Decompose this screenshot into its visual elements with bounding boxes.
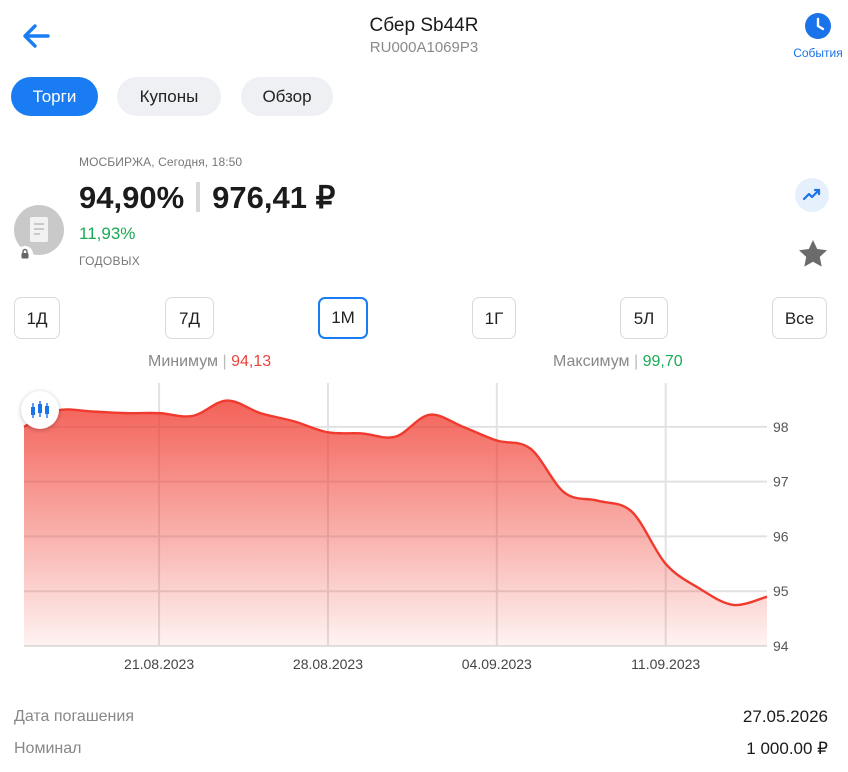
x-tick-label: 28.08.2023 (293, 656, 363, 672)
tab-trading[interactable]: Торги (11, 77, 98, 116)
page-title: Сбер Sb44R (369, 15, 479, 36)
max-value: 99,70 (642, 353, 683, 370)
price-percent: 94,90% (79, 180, 185, 215)
document-icon (30, 217, 48, 242)
y-tick-label: 98 (773, 419, 789, 435)
nominal-value: 1 000.00 ₽ (746, 739, 828, 758)
max-label: Максимум (553, 353, 630, 370)
exchange-timestamp: МОСБИРЖА, Сегодня, 18:50 (79, 155, 243, 169)
clock-icon (804, 12, 832, 40)
period-all[interactable]: Все (772, 297, 827, 339)
y-tick-label: 97 (773, 474, 789, 490)
series-line (23, 399, 768, 607)
period-5y[interactable]: 5Л (620, 297, 668, 339)
candlestick-icon (31, 401, 49, 418)
yield-value: 11,93% (79, 224, 136, 243)
y-tick-label: 96 (773, 528, 789, 544)
tab-coupons[interactable]: Купоны (117, 77, 221, 116)
period-1d[interactable]: 1Д (14, 297, 60, 339)
series-area (24, 400, 767, 646)
yield-label: ГОДОВЫХ (79, 254, 141, 268)
x-tick-label: 21.08.2023 (124, 656, 194, 672)
events-button[interactable]: События (788, 12, 848, 60)
period-1m[interactable]: 1М (318, 297, 368, 339)
price-divider (196, 182, 201, 212)
maturity-date-value: 27.05.2026 (742, 707, 828, 726)
period-1y[interactable]: 1Г (472, 297, 516, 339)
min-stat: Минимум | 94,13 (148, 353, 272, 370)
y-tick-label: 94 (773, 638, 789, 654)
candlestick-toggle[interactable] (21, 391, 59, 429)
min-label: Минимум (148, 353, 219, 370)
y-tick-label: 95 (773, 583, 789, 599)
trending-up-icon (802, 188, 821, 201)
min-value: 94,13 (231, 353, 272, 370)
period-7d[interactable]: 7Д (165, 297, 214, 339)
price-display: 94,90% 976,41 ₽ (79, 180, 335, 216)
isin-code: RU000A1069P3 (369, 39, 479, 56)
arrow-left-icon (23, 24, 50, 48)
maturity-date-label: Дата погашения (14, 708, 134, 725)
favorite-button[interactable] (797, 238, 829, 270)
x-tick-label: 04.09.2023 (462, 656, 532, 672)
events-label: События (793, 46, 843, 60)
price-rub: 976,41 ₽ (212, 180, 336, 215)
nominal-label: Номинал (14, 740, 82, 757)
trend-button[interactable] (795, 178, 829, 212)
lock-icon (17, 246, 33, 262)
back-button[interactable] (18, 18, 54, 54)
x-tick-label: 11.09.2023 (631, 656, 700, 672)
price-chart[interactable]: 98 97 96 95 94 21.08.2023 28.08.2023 04.09.2023… (0, 375, 848, 675)
max-stat: Максимум | 99,70 (553, 353, 683, 370)
tab-overview[interactable]: Обзор (241, 77, 333, 116)
star-icon (799, 240, 827, 267)
